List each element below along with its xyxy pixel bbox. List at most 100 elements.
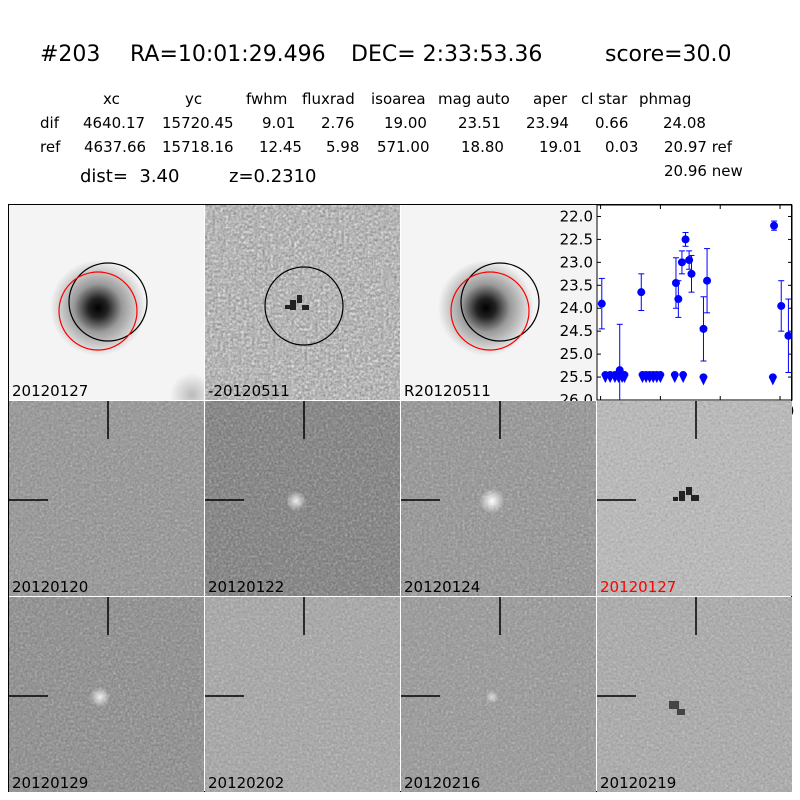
col-mag-auto: mag auto: [438, 90, 510, 108]
col-xc: xc: [103, 90, 120, 108]
panel-date-label: -20120511: [208, 382, 290, 400]
score-label: score=30.0: [605, 42, 732, 67]
upper-limit-marker: [679, 371, 688, 384]
stamp-date-label: 20120127: [600, 578, 677, 596]
epoch-stamp: 20120202: [205, 597, 400, 792]
col-fluxrad: fluxrad: [302, 90, 355, 108]
detection-point: [770, 221, 779, 230]
dec-label: DEC= 2:33:53.36: [351, 42, 543, 67]
candidate-id: #203: [40, 42, 101, 67]
y-tick-label: 23.5: [560, 276, 593, 294]
ref-aperture-circle: [68, 262, 148, 342]
epoch-stamp: 20120127: [597, 401, 792, 596]
detection-point: [681, 235, 690, 244]
ra-label: RA=10:01:29.496: [130, 42, 326, 67]
y-tick-label: 22.5: [560, 230, 593, 248]
col-isoarea: isoarea: [371, 90, 426, 108]
y-tick-label: 22.0: [560, 207, 593, 225]
row-dif-xc: 4640.17: [83, 114, 146, 132]
row-dif-aper: 23.94: [526, 114, 569, 132]
reference-image-panel-2: R20120511: [401, 205, 596, 400]
reference-galaxy-image-2: [401, 205, 596, 400]
detection-point: [597, 299, 606, 308]
col-yc: yc: [185, 90, 203, 108]
stamp-date-label: 20120129: [12, 774, 89, 792]
row-ref-phmag: 20.97 ref: [664, 138, 733, 156]
reference-image-panel: 20120127: [9, 205, 204, 400]
col-cl-star: cl star: [581, 90, 628, 108]
row-dif-yc: 15720.45: [162, 114, 234, 132]
y-tick-label: 24.5: [560, 322, 593, 340]
aperture-circle: [264, 266, 344, 346]
detection-point: [784, 331, 793, 340]
row-dif-fwhm: 9.01: [262, 114, 296, 132]
col-phmag: phmag: [639, 90, 692, 108]
epoch-stamp: 20120120: [9, 401, 204, 596]
stamp-date-label: 20120122: [208, 578, 285, 596]
panel-date-label: R20120511: [404, 382, 491, 400]
y-tick-label: 23.0: [560, 253, 593, 271]
panel-date-label: 20120127: [12, 382, 89, 400]
row-ref-aper: 19.01: [539, 138, 582, 156]
upper-limit-marker: [620, 371, 629, 384]
light-curve-panel: 22.022.523.023.524.024.525.025.526.0 050…: [560, 204, 794, 420]
row-dif-cl-star: 0.66: [595, 114, 629, 132]
detection-point: [777, 301, 786, 310]
upper-limit-marker: [699, 373, 708, 386]
detection-point: [703, 276, 712, 285]
row-dif-label: dif: [40, 114, 59, 132]
epoch-stamp-image: [9, 401, 204, 596]
dif-aperture-circle: [450, 271, 530, 351]
row-ref-fwhm: 12.45: [259, 138, 302, 156]
y-tick-label: 25.0: [560, 345, 593, 363]
y-tick-label: 25.5: [560, 368, 593, 386]
dif-aperture-circle: [58, 271, 138, 351]
ref-aperture-circle: [460, 262, 540, 342]
epoch-stamp: 20120122: [205, 401, 400, 596]
row-dif-isoarea: 19.00: [384, 114, 427, 132]
redshift-label: z=0.2310: [229, 166, 317, 187]
detection-point: [699, 324, 708, 333]
epoch-stamp: 20120216: [401, 597, 596, 792]
col-aper: aper: [533, 90, 568, 108]
epoch-stamp-image: [205, 401, 400, 596]
row-ref-label: ref: [40, 138, 61, 156]
row-ref-yc: 15718.16: [162, 138, 234, 156]
detection-point: [674, 295, 683, 304]
row-ref-xc: 4637.66: [84, 138, 147, 156]
row-dif-phmag: 24.08: [663, 114, 706, 132]
row-dif-mag-auto: 23.51: [458, 114, 501, 132]
epoch-stamp-image: [205, 597, 400, 792]
row-ref-isoarea: 571.00: [377, 138, 430, 156]
row-ref-cl-star: 0.03: [605, 138, 639, 156]
epoch-stamp-image: [597, 597, 792, 792]
reference-galaxy-image: [9, 205, 204, 400]
detection-point: [687, 269, 696, 278]
epoch-stamp-image: [9, 597, 204, 792]
stamp-date-label: 20120202: [208, 774, 285, 792]
row-dif-fluxrad: 2.76: [321, 114, 355, 132]
light-curve-chart: 22.022.523.023.524.024.525.025.526.0 050…: [560, 204, 794, 420]
epoch-stamp: 20120129: [9, 597, 204, 792]
epoch-stamp: 20120124: [401, 401, 596, 596]
stamp-date-label: 20120219: [600, 774, 677, 792]
difference-image-panel: -20120511: [205, 205, 400, 400]
dist-label: dist= 3.40: [80, 166, 180, 187]
epoch-stamp-image: [597, 401, 792, 596]
upper-limit-marker: [670, 371, 679, 384]
row-ref-fluxrad: 5.98: [326, 138, 360, 156]
epoch-stamp-image: [401, 597, 596, 792]
upper-limit-marker: [768, 373, 777, 386]
epoch-stamp-image: [401, 401, 596, 596]
detection-point: [677, 258, 686, 267]
difference-image: [205, 205, 400, 400]
detection-point: [637, 288, 646, 297]
stamp-date-label: 20120124: [404, 578, 481, 596]
row-ref-mag-auto: 18.80: [461, 138, 504, 156]
epoch-stamp: 20120219: [597, 597, 792, 792]
stamp-date-label: 20120120: [12, 578, 89, 596]
phmag-new: 20.96 new: [664, 162, 743, 180]
col-fwhm: fwhm: [246, 90, 288, 108]
y-tick-label: 24.0: [560, 299, 593, 317]
stamp-date-label: 20120216: [404, 774, 481, 792]
